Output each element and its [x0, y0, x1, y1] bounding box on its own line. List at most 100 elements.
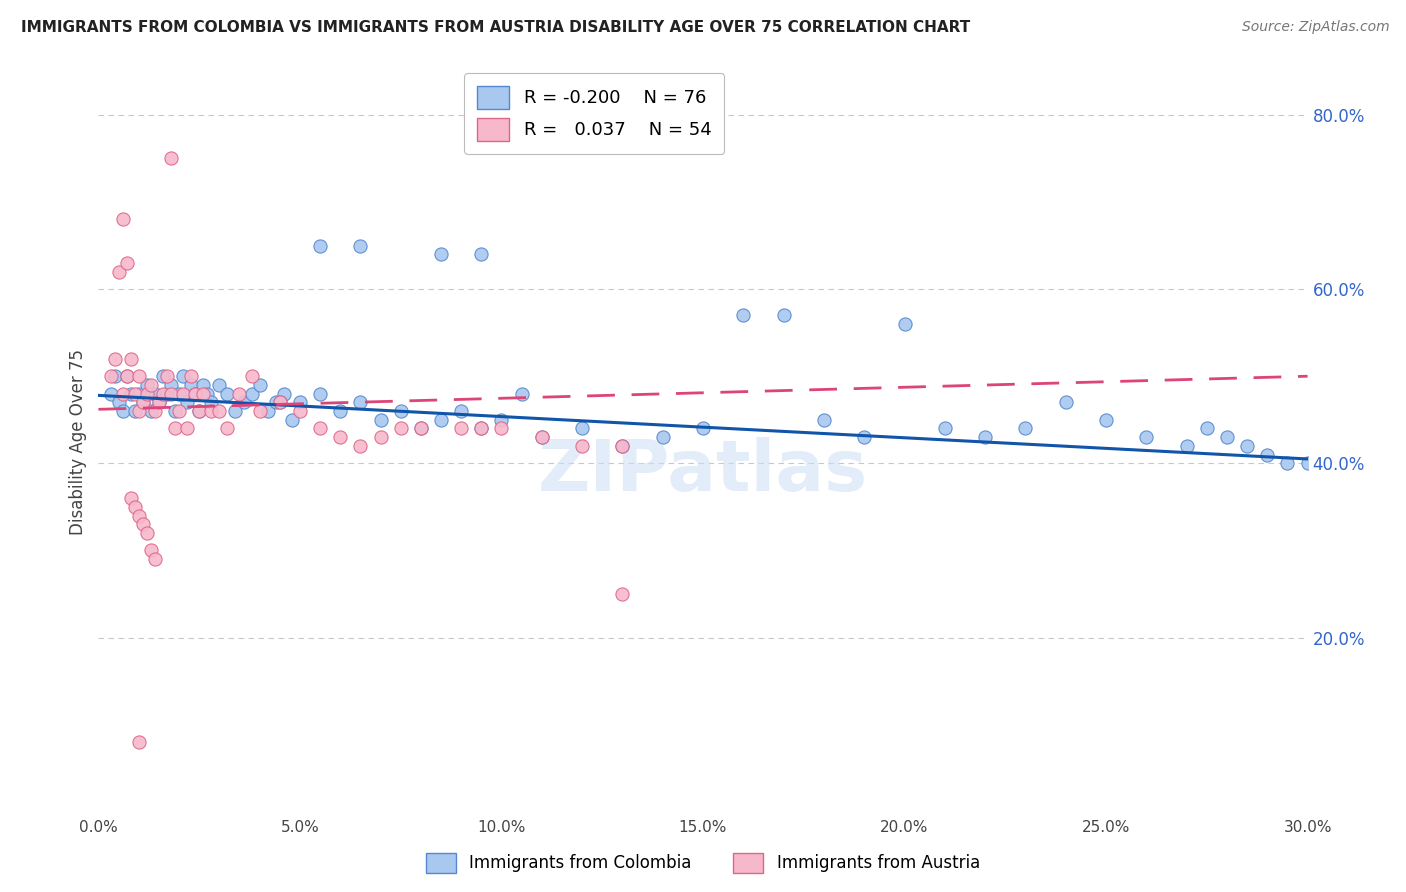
- Point: [370, 430, 392, 444]
- Point: [135, 526, 157, 541]
- Point: [172, 369, 194, 384]
- Point: [430, 413, 453, 427]
- Text: ZIPatlas: ZIPatlas: [538, 437, 868, 506]
- Point: [143, 404, 166, 418]
- Point: [1256, 448, 1278, 462]
- Point: [188, 404, 211, 418]
- Point: [148, 395, 170, 409]
- Point: [1236, 439, 1258, 453]
- Point: [160, 378, 183, 392]
- Point: [409, 421, 432, 435]
- Point: [249, 404, 271, 418]
- Point: [132, 517, 155, 532]
- Point: [1095, 413, 1118, 427]
- Point: [100, 386, 122, 401]
- Point: [111, 404, 134, 418]
- Point: [409, 421, 432, 435]
- Point: [491, 413, 513, 427]
- Point: [135, 386, 157, 401]
- Point: [450, 421, 472, 435]
- Point: [115, 369, 138, 384]
- Point: [148, 395, 170, 409]
- Point: [156, 369, 179, 384]
- Point: [193, 378, 215, 392]
- Point: [240, 386, 263, 401]
- Point: [612, 587, 634, 601]
- Point: [167, 404, 190, 418]
- Point: [349, 395, 371, 409]
- Point: [167, 386, 190, 401]
- Point: [288, 395, 311, 409]
- Point: [156, 386, 179, 401]
- Point: [470, 421, 492, 435]
- Point: [329, 430, 352, 444]
- Point: [571, 421, 593, 435]
- Point: [309, 386, 332, 401]
- Point: [217, 421, 239, 435]
- Point: [184, 386, 207, 401]
- Point: [132, 395, 155, 409]
- Point: [172, 386, 194, 401]
- Point: [120, 491, 142, 505]
- Point: [135, 378, 157, 392]
- Point: [288, 404, 311, 418]
- Point: [309, 238, 332, 252]
- Point: [208, 404, 231, 418]
- Point: [120, 351, 142, 366]
- Point: [1277, 456, 1299, 470]
- Point: [107, 265, 129, 279]
- Point: [853, 430, 876, 444]
- Point: [530, 430, 553, 444]
- Point: [934, 421, 956, 435]
- Point: [188, 404, 211, 418]
- Y-axis label: Disability Age Over 75: Disability Age Over 75: [69, 349, 87, 534]
- Point: [184, 386, 207, 401]
- Point: [491, 421, 513, 435]
- Point: [612, 439, 634, 453]
- Point: [240, 369, 263, 384]
- Point: [228, 386, 250, 401]
- Point: [139, 378, 162, 392]
- Point: [389, 421, 412, 435]
- Point: [470, 421, 492, 435]
- Point: [224, 404, 246, 418]
- Point: [349, 439, 371, 453]
- Point: [163, 404, 186, 418]
- Point: [430, 247, 453, 261]
- Point: [893, 317, 915, 331]
- Point: [264, 395, 287, 409]
- Point: [115, 369, 138, 384]
- Point: [813, 413, 835, 427]
- Point: [1014, 421, 1036, 435]
- Point: [1135, 430, 1157, 444]
- Point: [124, 386, 146, 401]
- Point: [200, 404, 222, 418]
- Point: [132, 395, 155, 409]
- Point: [733, 308, 755, 322]
- Point: [281, 413, 304, 427]
- Point: [256, 404, 278, 418]
- Point: [139, 543, 162, 558]
- Point: [470, 247, 492, 261]
- Point: [160, 386, 183, 401]
- Point: [152, 369, 174, 384]
- Point: [974, 430, 997, 444]
- Point: [111, 386, 134, 401]
- Point: [180, 369, 202, 384]
- Point: [1195, 421, 1218, 435]
- Point: [329, 404, 352, 418]
- Point: [115, 256, 138, 270]
- Point: [103, 369, 125, 384]
- Point: [1216, 430, 1239, 444]
- Point: [143, 552, 166, 566]
- Point: [370, 413, 392, 427]
- Point: [269, 395, 291, 409]
- Point: [1296, 456, 1319, 470]
- Text: Source: ZipAtlas.com: Source: ZipAtlas.com: [1241, 20, 1389, 34]
- Point: [571, 439, 593, 453]
- Point: [128, 369, 150, 384]
- Point: [111, 212, 134, 227]
- Point: [309, 421, 332, 435]
- Legend: R = -0.200    N = 76, R =   0.037    N = 54: R = -0.200 N = 76, R = 0.037 N = 54: [464, 73, 724, 153]
- Point: [128, 735, 150, 749]
